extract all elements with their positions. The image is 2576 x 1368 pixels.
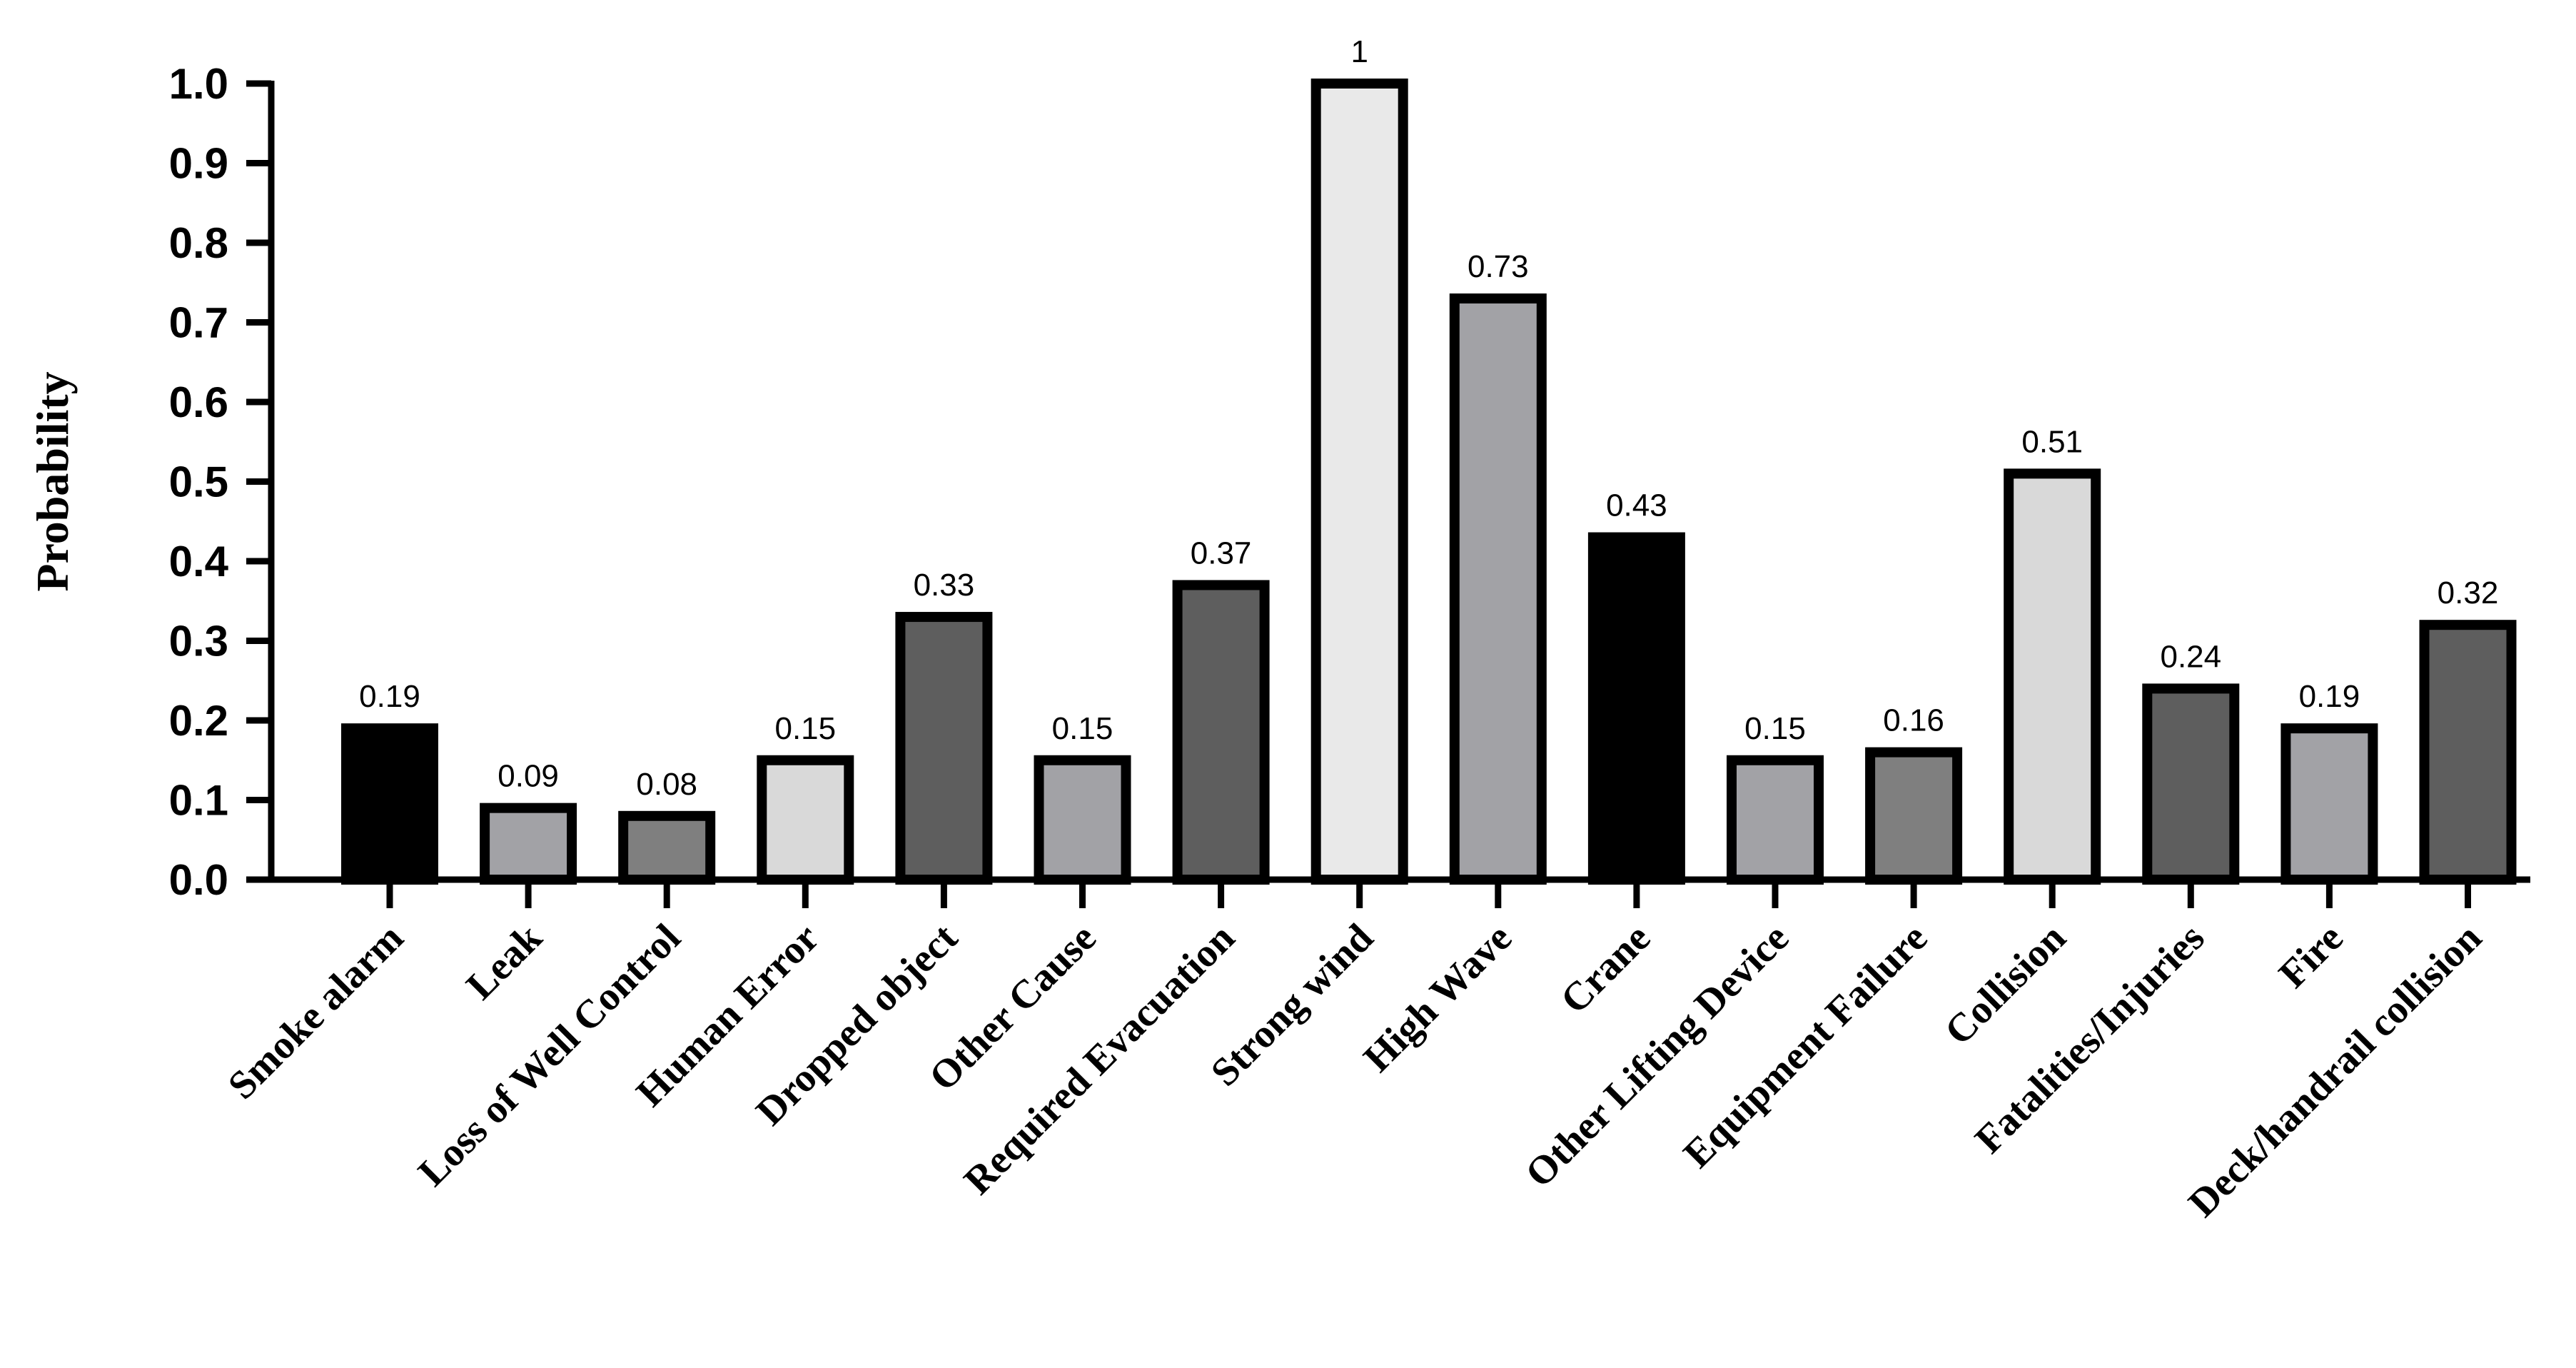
bar: [1449, 293, 1547, 885]
bar: [2004, 468, 2101, 885]
bar: [1172, 580, 1270, 885]
data-label: 0.32: [2438, 575, 2499, 610]
data-label: 0.08: [636, 767, 697, 802]
y-tick-label: 0.3: [169, 618, 228, 665]
data-label: 0.37: [1191, 535, 1252, 570]
data-label: 0.73: [1468, 249, 1529, 284]
bar: [2280, 723, 2378, 885]
bar: [1310, 79, 1408, 885]
x-tick-label: Smoke alarm: [220, 915, 412, 1107]
y-axis-label-group: Probability: [27, 371, 78, 591]
x-tick-label: Fire: [2271, 915, 2351, 996]
x-tick-label: Equipment Failure: [1675, 915, 1936, 1176]
y-tick-label: 1.0: [169, 60, 228, 108]
y-axis-ticks: 0.0 0.1 0.2 0.3 0.4 0.5 0.6 0.7 0.8 0.9 1.0: [169, 60, 271, 904]
x-tick-label: Leak: [458, 915, 551, 1008]
x-tick-label: Fatalities/Injuries: [1966, 915, 2213, 1162]
y-axis-label: Probability: [27, 371, 78, 591]
data-label: 0.15: [774, 711, 836, 746]
y-tick-label: 0.9: [169, 140, 228, 188]
bar: [1587, 532, 1685, 885]
data-label: 0.19: [359, 679, 420, 714]
bar: [1034, 755, 1131, 885]
data-labels-group: 0.19 0.09 0.08 0.15 0.33 0.15 0.37 1 0.73 0.43 0.1…: [359, 34, 2498, 802]
data-label: 0.16: [1883, 703, 1944, 738]
data-label: 1: [1350, 34, 1368, 69]
data-label: 0.24: [2160, 639, 2221, 674]
data-label: 0.19: [2299, 679, 2360, 714]
bar: [480, 803, 577, 885]
data-label: 0.15: [1744, 711, 1806, 746]
axes-group: [268, 81, 2530, 883]
x-tick-label: Required Evacuation: [956, 915, 1243, 1203]
y-tick-label: 0.6: [169, 378, 228, 426]
bar: [618, 810, 716, 885]
bar: [1727, 755, 1824, 885]
x-tick-label: Crane: [1552, 915, 1659, 1022]
bar: [895, 612, 993, 885]
x-tick-label: High Wave: [1355, 915, 1520, 1080]
bar: [1865, 747, 1963, 885]
x-tick-label: Loss of Well Control: [410, 915, 689, 1195]
bar: [2142, 683, 2240, 885]
y-tick-label: 0.2: [169, 697, 228, 745]
bar: [757, 755, 854, 885]
y-tick-label: 0.4: [169, 538, 229, 585]
bars-group: [341, 79, 2517, 885]
data-label: 0.15: [1052, 711, 1113, 746]
y-tick-label: 0.0: [169, 856, 228, 904]
y-tick-label: 0.1: [169, 777, 228, 825]
x-tick-label: Collision: [1936, 915, 2074, 1053]
y-tick-label: 0.5: [169, 458, 228, 506]
data-label: 0.33: [914, 568, 975, 603]
data-label: 0.43: [1606, 488, 1667, 523]
x-tick-label: Other Lifting Device: [1517, 915, 1797, 1196]
data-label: 0.51: [2021, 424, 2083, 459]
data-label: 0.09: [497, 759, 559, 794]
y-tick-label: 0.8: [169, 219, 228, 267]
bar: [2419, 620, 2517, 885]
bar: [341, 723, 438, 885]
y-tick-label: 0.7: [169, 299, 228, 347]
